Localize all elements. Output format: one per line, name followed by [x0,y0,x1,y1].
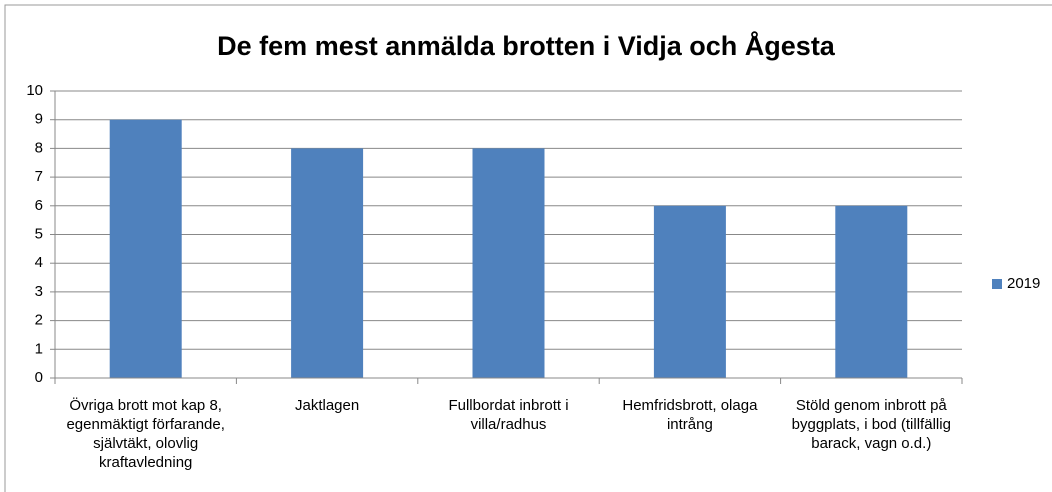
y-tick-label: 5 [35,225,43,242]
bar [109,119,182,378]
y-tick-label: 1 [35,340,43,357]
chart-frame [4,4,1052,492]
bar [835,205,908,378]
y-tick-label: 9 [35,111,43,128]
legend-label: 2019 [1007,275,1040,292]
x-tick-label: Övriga brott mot kap 8, egenmäktigt förf… [66,397,225,471]
bar [653,205,726,378]
y-tick-label: 2 [35,312,43,329]
y-tick-label: 3 [35,283,43,300]
y-tick-label: 10 [26,82,43,99]
y-tick-label: 6 [35,197,43,214]
y-tick-label: 4 [35,254,43,271]
y-tick-label: 0 [35,369,43,386]
y-tick-label: 8 [35,139,43,156]
x-tick-label: Hemfridsbrott, olaga intrång [622,397,758,433]
legend-swatch [992,279,1002,289]
x-tick-label: Stöld genom inbrott på byggplats, i bod … [791,397,951,452]
bar [291,148,364,378]
chart-title: De fem mest anmälda brotten i Vidja och … [217,30,836,61]
x-tick-label: Fullbordat inbrott i villa/radhus [448,397,569,433]
x-tick-label: Jaktlagen [294,397,360,414]
bar [472,148,545,378]
y-tick-label: 7 [35,168,43,185]
